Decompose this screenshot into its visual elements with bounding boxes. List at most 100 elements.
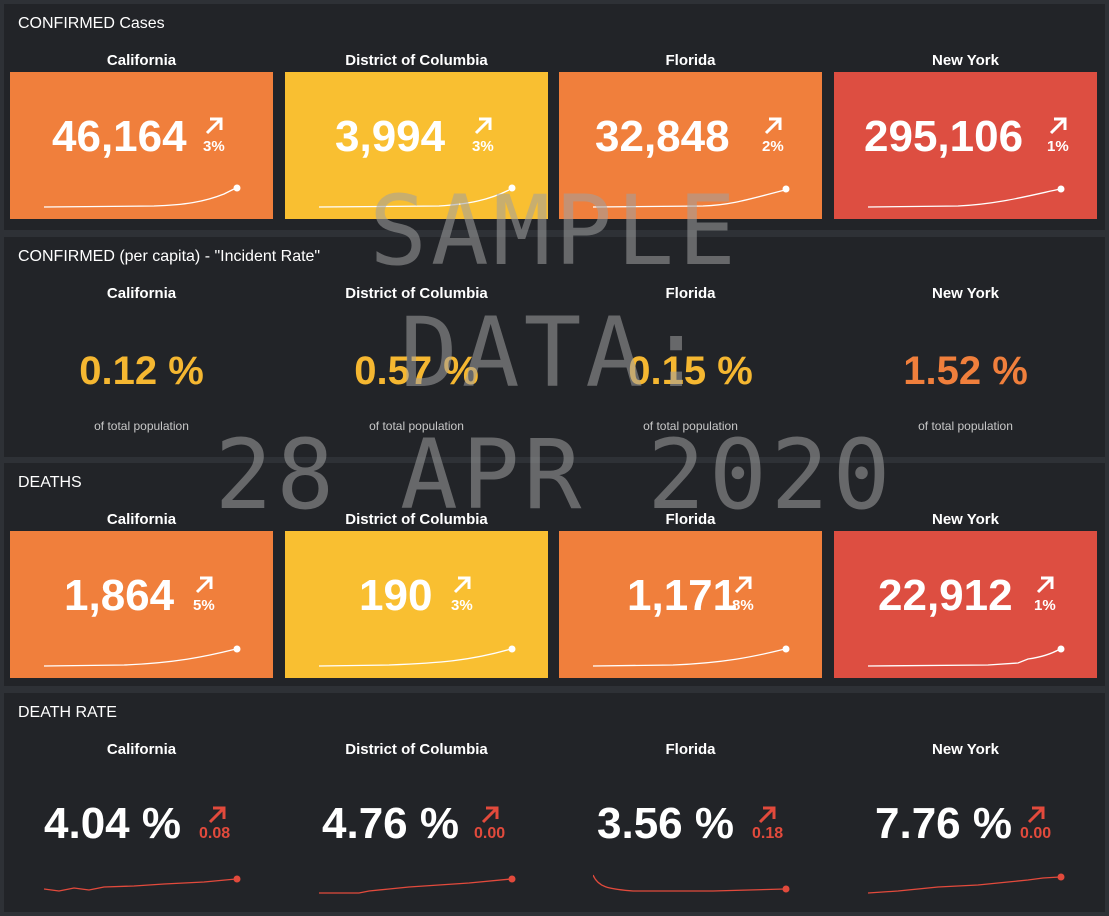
arrow-up-right-icon — [1027, 806, 1045, 824]
sparkline — [593, 645, 790, 667]
tile-value: 1,864 — [64, 571, 175, 620]
arrow-up-right-icon — [734, 576, 752, 594]
tile-change: 3% — [472, 138, 494, 155]
sparkline — [319, 875, 516, 894]
confirmed-col-florida: Florida 32,848 2% — [559, 4, 822, 230]
arrow-up-right-icon — [481, 806, 499, 824]
tile-value: 295,106 — [864, 112, 1024, 161]
death-rate-delta: 0.00 — [474, 825, 506, 842]
deathrate-col-california: California 4.04 % 0.08 — [10, 693, 273, 912]
tile-change: 3% — [451, 597, 473, 614]
state-label: Florida — [665, 511, 716, 528]
tile-change: 8% — [732, 597, 754, 614]
deathrate-col-newyork: New York 7.76 % 0.00 — [834, 693, 1097, 912]
tile-change: 1% — [1047, 138, 1069, 155]
incident-col-california: California 0.12 % of total population — [10, 237, 273, 457]
deaths-tile[interactable]: 1,171 8% — [559, 531, 822, 678]
confirmed-cases-panel: CONFIRMED Cases California 46,164 3% Dis… — [4, 4, 1105, 230]
state-label: Florida — [665, 741, 716, 758]
arrow-up-right-icon — [474, 117, 492, 135]
confirmed-tile[interactable]: 32,848 2% — [559, 72, 822, 219]
death-rate-value: 4.76 % — [322, 799, 459, 848]
incident-subtitle: of total population — [643, 419, 738, 433]
state-label: Florida — [665, 52, 716, 69]
sparkline — [44, 184, 241, 208]
incident-subtitle: of total population — [369, 419, 464, 433]
deaths-panel: DEATHS California 1,864 5% District of C… — [4, 463, 1105, 686]
state-label: New York — [932, 285, 999, 302]
tile-value: 32,848 — [595, 112, 730, 161]
arrow-up-right-icon — [453, 576, 471, 594]
sparkline — [319, 184, 516, 208]
confirmed-col-newyork: New York 295,106 1% — [834, 4, 1097, 230]
incident-subtitle: of total population — [94, 419, 189, 433]
incident-subtitle: of total population — [918, 419, 1013, 433]
arrow-up-right-icon — [1049, 117, 1067, 135]
state-label: New York — [932, 741, 999, 758]
death-rate-delta: 0.00 — [1020, 825, 1052, 842]
state-label: District of Columbia — [345, 52, 488, 69]
tile-change: 5% — [193, 597, 215, 614]
death-rate-value: 4.04 % — [44, 799, 181, 848]
incident-rate-value: 1.52 % — [903, 349, 1028, 393]
state-label: District of Columbia — [345, 285, 488, 302]
tile-change: 1% — [1034, 597, 1056, 614]
death-rate-delta: 0.08 — [199, 825, 231, 842]
deathrate-col-dc: District of Columbia 4.76 % 0.00 — [285, 693, 548, 912]
incident-col-dc: District of Columbia 0.57 % of total pop… — [285, 237, 548, 457]
state-label: California — [106, 741, 177, 758]
state-label: District of Columbia — [345, 511, 488, 528]
panel-title: DEATHS — [18, 474, 82, 491]
panel-title: DEATH RATE — [18, 704, 117, 721]
panel-title: CONFIRMED Cases — [18, 15, 165, 32]
state-label: California — [106, 285, 177, 302]
arrow-up-right-icon — [1036, 576, 1054, 594]
deaths-tile[interactable]: 22,912 1% — [834, 531, 1097, 678]
death-rate-panel: DEATH RATE California 4.04 % 0.08 Distri… — [4, 693, 1105, 912]
tile-value: 190 — [359, 571, 433, 620]
sparkline — [44, 875, 241, 892]
tile-value: 3,994 — [335, 112, 446, 161]
sparkline — [593, 874, 790, 893]
state-label: California — [106, 511, 177, 528]
deaths-col-florida: Florida 1,171 8% — [559, 463, 822, 686]
arrow-up-right-icon — [195, 576, 213, 594]
sparkline — [593, 185, 790, 208]
state-label: District of Columbia — [345, 741, 488, 758]
panel-title: CONFIRMED (per capita) - "Incident Rate" — [18, 248, 321, 265]
tile-change: 3% — [203, 138, 225, 155]
deaths-col-newyork: New York 22,912 1% — [834, 463, 1097, 686]
state-label: New York — [932, 511, 999, 528]
confirmed-tile[interactable]: 3,994 3% — [285, 72, 548, 219]
incident-rate-panel: CONFIRMED (per capita) - "Incident Rate"… — [4, 237, 1105, 457]
deaths-tile[interactable]: 1,864 5% — [10, 531, 273, 678]
deaths-col-dc: District of Columbia 190 3% — [285, 463, 548, 686]
deaths-tile[interactable]: 190 3% — [285, 531, 548, 678]
tile-value: 1,171 — [627, 571, 738, 620]
sparkline — [868, 873, 1065, 894]
death-rate-value: 3.56 % — [597, 799, 734, 848]
incident-col-florida: Florida 0.15 % of total population — [559, 237, 822, 457]
arrow-up-right-icon — [758, 806, 776, 824]
confirmed-tile[interactable]: 46,164 3% — [10, 72, 273, 219]
arrow-up-right-icon — [205, 117, 223, 135]
tile-value: 46,164 — [52, 112, 187, 161]
arrow-up-right-icon — [208, 806, 226, 824]
deathrate-col-florida: Florida 3.56 % 0.18 — [559, 693, 822, 912]
tile-change: 2% — [762, 138, 784, 155]
state-label: Florida — [665, 285, 716, 302]
state-label: New York — [932, 52, 999, 69]
confirmed-tile[interactable]: 295,106 1% — [834, 72, 1097, 219]
confirmed-col-dc: District of Columbia 3,994 3% — [285, 4, 548, 230]
sparkline — [44, 645, 241, 667]
tile-value: 22,912 — [878, 571, 1013, 620]
sparkline — [868, 185, 1065, 208]
arrow-up-right-icon — [764, 117, 782, 135]
state-label: California — [106, 52, 177, 69]
confirmed-col-california: California 46,164 3% — [10, 4, 273, 230]
deaths-col-california: California 1,864 5% — [10, 463, 273, 686]
death-rate-value: 7.76 % — [875, 799, 1012, 848]
sparkline — [868, 645, 1065, 667]
incident-col-newyork: New York 1.52 % of total population — [834, 237, 1097, 457]
incident-rate-value: 0.15 % — [628, 349, 753, 393]
